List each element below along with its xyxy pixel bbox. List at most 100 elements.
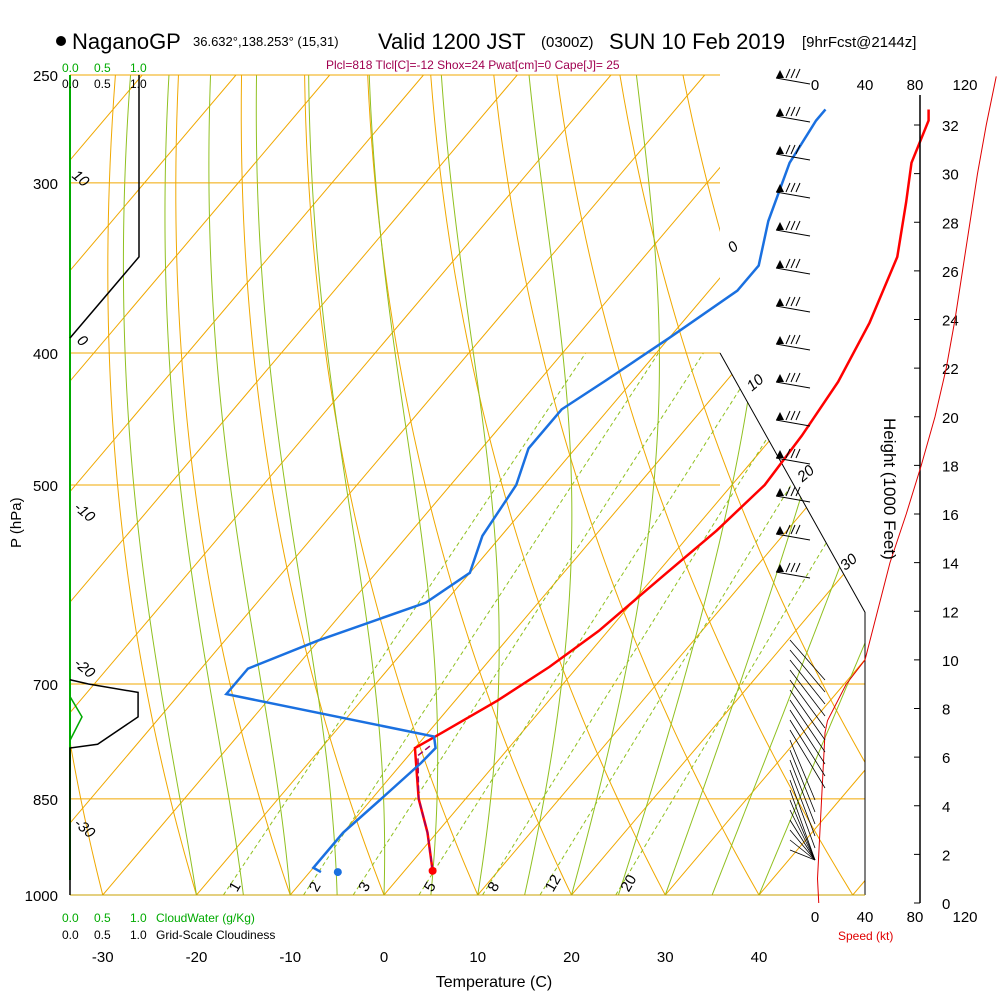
wind-barb-flag (785, 448, 791, 459)
dry-adiabat-line (745, 75, 865, 895)
moist-adiabat-line (255, 75, 338, 895)
wind-barb-pennant (776, 146, 784, 154)
wind-barb-staff (775, 153, 811, 161)
isotherm-line (664, 75, 865, 895)
series-parcel-line (417, 743, 434, 871)
dry-adiabat-label--10: -10 (71, 499, 99, 526)
wind-barb-staff (775, 115, 811, 123)
pressure-tick-400: 400 (33, 346, 58, 363)
dry-adiabat-line (556, 75, 854, 895)
speed-tick-bottom-0: 0 (811, 909, 819, 926)
wind-barb-staff (775, 419, 811, 427)
cloudwater-line (69, 696, 83, 741)
cloudwater-tick-bottom-1: 0.5 (94, 911, 111, 925)
pressure-tick-500: 500 (33, 478, 58, 495)
height-tick-26: 26 (942, 264, 959, 281)
wind-barb-flag (785, 258, 791, 269)
station-coords: 36.632°,138.253° (15,31) (193, 34, 339, 49)
height-tick-12: 12 (942, 604, 959, 621)
wind-barb-low (789, 759, 816, 825)
cloudiness-tick-top-2: 1.0 (130, 77, 147, 91)
mixing-ratio-label-5: 5 (421, 879, 440, 895)
temperature-tick-10: 10 (469, 949, 486, 966)
dry-adiabat-line (493, 75, 760, 895)
wind-barb-flag (785, 220, 791, 231)
wind-barb-staff (775, 571, 811, 579)
wind-barb-low (789, 829, 816, 861)
dry-adiabat-line (430, 75, 666, 895)
surface-dewpoint-marker (333, 868, 342, 877)
wind-speed-line (816, 76, 997, 904)
y-axis-label: P (hPa) (8, 497, 25, 548)
cloudwater-tick-bottom-0: 0.0 (62, 911, 79, 925)
wind-barb-staff (775, 77, 811, 85)
wind-barb-flag (790, 258, 796, 269)
wind-barb-low (789, 639, 826, 681)
isotherm-line (852, 75, 865, 895)
wind-barb-flag (785, 372, 791, 383)
height-tick-30: 30 (942, 167, 959, 184)
cloudwater-tick-top-0: 0.0 (62, 61, 79, 75)
wind-barb-flag (785, 334, 791, 345)
dry-adiabat-line (682, 75, 865, 895)
wind-barb-pennant (776, 374, 784, 382)
speed-tick-bottom-40: 40 (857, 909, 874, 926)
isotherm-line (758, 75, 865, 895)
speed-tick-bottom-80: 80 (907, 909, 924, 926)
station-bullet-icon (56, 36, 66, 46)
wind-barb-low (789, 789, 816, 861)
wind-barb-staff (775, 533, 811, 541)
moist-adiabat-line (122, 75, 197, 895)
wind-barb-flag (790, 296, 796, 307)
cloudwater-tick-bottom-2: 1.0 (130, 911, 147, 925)
wind-barb-pennant (776, 336, 784, 344)
height-tick-4: 4 (942, 799, 950, 816)
wind-barb-staff (775, 191, 811, 199)
dry-adiabat-label-0-upper: 0 (74, 332, 92, 351)
x-axis-label: Temperature (C) (436, 974, 552, 991)
cloudwater-label: CloudWater (g/Kg) (156, 911, 255, 925)
pressure-tick-700: 700 (33, 677, 58, 694)
valid-time: Valid 1200 JST (378, 29, 526, 54)
wind-barb-flag (785, 296, 791, 307)
height-tick-22: 22 (942, 361, 959, 378)
wind-barb-staff (775, 457, 811, 465)
wind-barb-flag (785, 68, 791, 79)
wind-barb-flag (785, 106, 791, 117)
moist-adiabat-line (758, 75, 865, 895)
wind-barb-pennant (776, 184, 784, 192)
temperature-tick-30: 30 (657, 949, 674, 966)
series-dewpoint-line (224, 108, 827, 874)
wind-barb-flag (785, 562, 791, 573)
surface-temperature-marker (428, 866, 437, 875)
height-tick-2: 2 (942, 847, 950, 864)
wind-barb-flag (785, 524, 791, 535)
temperature-tick--20: -20 (186, 949, 208, 966)
height-tick-18: 18 (942, 458, 959, 475)
wind-barb-pennant (776, 488, 784, 496)
wind-barb-pennant (776, 222, 784, 230)
wind-barb-flag (785, 486, 791, 497)
wind-barb-flag (795, 258, 801, 269)
speed-tick-top-0: 0 (811, 77, 819, 94)
dry-adiabat-label--20: -20 (71, 655, 99, 682)
wind-barb-low (789, 719, 826, 777)
temperature-tick-0: 0 (380, 949, 388, 966)
wind-barb-flag (790, 410, 796, 421)
dry-adiabat-line (304, 75, 479, 895)
cloudiness-tick-top-0: 0.0 (62, 77, 79, 91)
speed-tick-top-120: 120 (952, 77, 977, 94)
cloudiness-upper-line (69, 75, 140, 339)
height-tick-0: 0 (942, 896, 950, 913)
wind-barb-flag (790, 182, 796, 193)
dry-adiabat-line (367, 75, 572, 895)
speed-tick-top-40: 40 (857, 77, 874, 94)
mixing-ratio-label-8: 8 (484, 879, 503, 895)
wind-barb-flag (795, 448, 801, 459)
wind-barb-low (789, 809, 816, 861)
moist-adiabat-line (524, 75, 573, 895)
cloudwater-tick-top-2: 1.0 (130, 61, 147, 75)
dry-adiabat-line (619, 75, 865, 895)
wind-barb-low (789, 839, 816, 861)
